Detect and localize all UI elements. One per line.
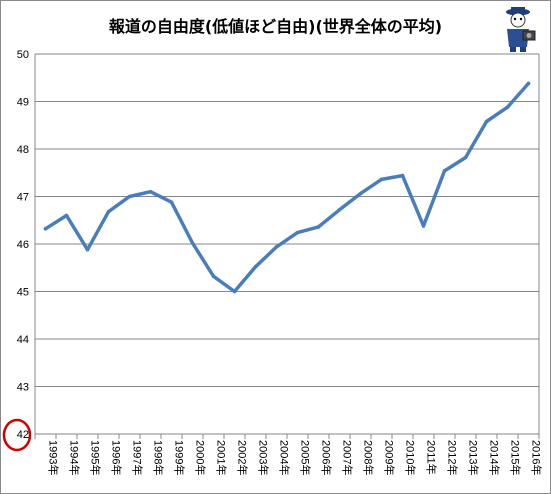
data-point bbox=[106, 209, 111, 214]
y-tick-label: 45 bbox=[17, 287, 29, 299]
data-point bbox=[253, 265, 258, 269]
data-point bbox=[379, 177, 384, 182]
data-point bbox=[85, 247, 90, 252]
data-point bbox=[463, 155, 468, 160]
y-tick-label: 42 bbox=[17, 429, 29, 441]
x-tick-label: 2003年 bbox=[257, 440, 271, 475]
x-tick-label: 2004年 bbox=[278, 440, 292, 475]
mascot-icon bbox=[506, 7, 536, 52]
data-point bbox=[148, 189, 153, 194]
data-point bbox=[526, 81, 531, 86]
data-point bbox=[127, 194, 132, 199]
x-tick-label: 2008年 bbox=[362, 440, 376, 475]
y-tick-label: 50 bbox=[17, 49, 29, 61]
data-point bbox=[421, 224, 426, 228]
data-point bbox=[274, 245, 279, 249]
data-point bbox=[169, 200, 174, 204]
y-tick-label: 44 bbox=[17, 334, 29, 346]
data-point bbox=[316, 225, 321, 229]
x-tick-label: 2012年 bbox=[446, 440, 460, 475]
x-tick-label: 2013年 bbox=[467, 440, 481, 475]
x-tick-label: 1998年 bbox=[152, 440, 166, 475]
x-tick-label: 2011年 bbox=[425, 440, 439, 475]
data-point bbox=[358, 191, 363, 196]
x-tick-label: 2009年 bbox=[383, 440, 397, 475]
data-point bbox=[400, 173, 405, 178]
y-tick-label: 47 bbox=[17, 192, 29, 204]
data-point bbox=[211, 274, 216, 279]
x-tick-label: 1994年 bbox=[68, 440, 82, 475]
x-tick-label: 1993年 bbox=[47, 440, 61, 475]
x-tick-label: 2010年 bbox=[404, 440, 418, 475]
x-tick-label: 1996年 bbox=[110, 440, 124, 475]
data-point bbox=[232, 289, 237, 294]
x-tick-label: 2002年 bbox=[236, 440, 250, 475]
y-tick-label: 43 bbox=[17, 382, 29, 394]
y-tick-label: 48 bbox=[17, 144, 29, 156]
x-tick-label: 2015年 bbox=[509, 440, 523, 475]
x-tick-label: 1999年 bbox=[173, 440, 187, 475]
data-point bbox=[484, 119, 489, 124]
data-point bbox=[295, 230, 300, 235]
x-tick-label: 2016年 bbox=[530, 440, 544, 475]
chart-title: 報道の自由度(低値ほど自由)(世界全体の平均) bbox=[108, 17, 443, 36]
y-tick-label: 46 bbox=[17, 239, 29, 251]
data-point bbox=[442, 169, 447, 173]
x-tick-label: 2001年 bbox=[215, 440, 229, 475]
x-tick-label: 2005年 bbox=[299, 440, 313, 475]
x-tick-label: 2014年 bbox=[488, 440, 502, 475]
axis-min-highlight-circle bbox=[2, 418, 32, 452]
y-tick-label: 49 bbox=[17, 97, 29, 109]
x-tick-label: 2007年 bbox=[341, 440, 355, 475]
x-tick-label: 2006年 bbox=[320, 440, 334, 475]
series-line bbox=[43, 81, 531, 294]
data-point bbox=[64, 213, 69, 218]
x-tick-label: 1997年 bbox=[131, 440, 145, 475]
data-point bbox=[505, 105, 510, 109]
data-point bbox=[190, 241, 195, 245]
data-point bbox=[337, 208, 342, 212]
x-tick-label: 2000年 bbox=[194, 440, 208, 475]
x-tick-label: 1995年 bbox=[89, 440, 103, 475]
data-point bbox=[43, 227, 48, 231]
